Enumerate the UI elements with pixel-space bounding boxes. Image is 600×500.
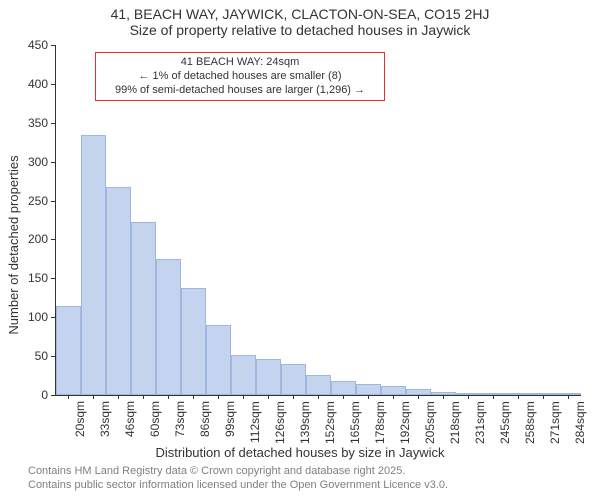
bar xyxy=(131,222,156,395)
bar xyxy=(556,393,581,395)
y-tick-mark xyxy=(51,201,55,202)
x-tick-mark xyxy=(118,395,119,399)
bar xyxy=(431,392,456,395)
y-tick-mark xyxy=(51,356,55,357)
bar xyxy=(256,359,281,395)
y-tick-label: 400 xyxy=(18,77,48,91)
y-tick-mark xyxy=(51,317,55,318)
chart-title-line1: 41, BEACH WAY, JAYWICK, CLACTON-ON-SEA, … xyxy=(0,6,600,22)
bar xyxy=(181,288,206,395)
property-size-chart: 41, BEACH WAY, JAYWICK, CLACTON-ON-SEA, … xyxy=(0,0,600,500)
x-tick-mark xyxy=(368,395,369,399)
x-tick-mark xyxy=(418,395,419,399)
y-tick-label: 200 xyxy=(18,232,48,246)
x-tick-mark xyxy=(293,395,294,399)
bar xyxy=(156,259,181,395)
x-tick-mark xyxy=(518,395,519,399)
x-tick-mark xyxy=(193,395,194,399)
x-tick-mark xyxy=(68,395,69,399)
bar xyxy=(356,384,381,395)
x-tick-mark xyxy=(268,395,269,399)
annotation-box: 41 BEACH WAY: 24sqm← 1% of detached hous… xyxy=(95,52,385,101)
y-tick-mark xyxy=(51,395,55,396)
x-tick-mark xyxy=(393,395,394,399)
bar xyxy=(331,381,356,395)
x-tick-mark xyxy=(318,395,319,399)
bar xyxy=(306,375,331,395)
y-tick-mark xyxy=(51,239,55,240)
y-tick-label: 50 xyxy=(18,349,48,363)
bar xyxy=(381,386,406,395)
x-axis-label: Distribution of detached houses by size … xyxy=(0,445,600,460)
bar xyxy=(456,393,481,395)
x-tick-mark xyxy=(543,395,544,399)
y-tick-label: 100 xyxy=(18,310,48,324)
bar xyxy=(281,364,306,395)
y-tick-mark xyxy=(51,45,55,46)
y-tick-label: 150 xyxy=(18,271,48,285)
bar xyxy=(56,306,81,395)
y-tick-label: 350 xyxy=(18,116,48,130)
bar xyxy=(231,355,256,395)
x-tick-mark xyxy=(243,395,244,399)
y-tick-label: 300 xyxy=(18,155,48,169)
bar xyxy=(406,389,431,395)
x-tick-mark xyxy=(93,395,94,399)
x-tick-mark xyxy=(143,395,144,399)
x-tick-mark xyxy=(343,395,344,399)
annotation-line1: 41 BEACH WAY: 24sqm xyxy=(102,56,378,70)
attribution-line1: Contains HM Land Registry data © Crown c… xyxy=(28,465,448,479)
annotation-line3: 99% of semi-detached houses are larger (… xyxy=(102,84,378,98)
y-tick-mark xyxy=(51,278,55,279)
bar xyxy=(81,135,106,395)
x-tick-mark xyxy=(493,395,494,399)
bar xyxy=(206,325,231,395)
chart-title-line2: Size of property relative to detached ho… xyxy=(0,22,600,38)
bar xyxy=(481,393,506,395)
bar xyxy=(506,393,531,395)
bar xyxy=(106,187,131,395)
x-tick-mark xyxy=(443,395,444,399)
y-tick-mark xyxy=(51,123,55,124)
x-tick-mark xyxy=(468,395,469,399)
bar xyxy=(531,393,556,395)
y-tick-mark xyxy=(51,162,55,163)
attribution-line2: Contains public sector information licen… xyxy=(28,479,448,493)
x-tick-mark xyxy=(168,395,169,399)
annotation-line2: ← 1% of detached houses are smaller (8) xyxy=(102,70,378,84)
y-tick-label: 250 xyxy=(18,194,48,208)
y-tick-label: 0 xyxy=(18,388,48,402)
attribution-text: Contains HM Land Registry data © Crown c… xyxy=(28,465,448,493)
y-tick-mark xyxy=(51,84,55,85)
x-tick-mark xyxy=(218,395,219,399)
y-tick-label: 450 xyxy=(18,38,48,52)
x-tick-mark xyxy=(568,395,569,399)
